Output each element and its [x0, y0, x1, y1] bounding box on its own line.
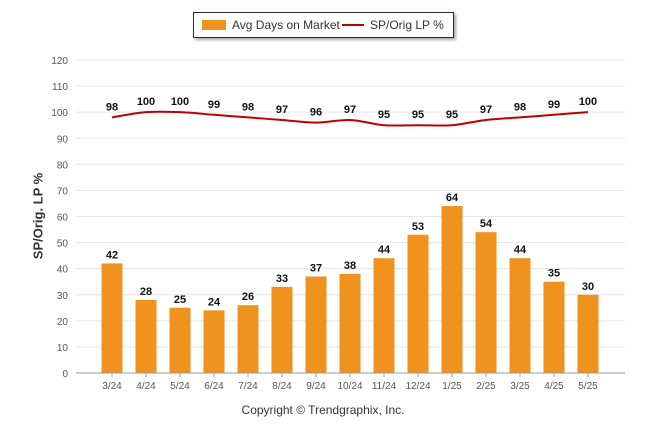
legend-bar-swatch — [202, 20, 226, 30]
x-tick-label: 4/24 — [136, 381, 156, 392]
y-tick-label: 80 — [57, 160, 69, 171]
x-tick-label: 3/24 — [102, 381, 122, 392]
x-tick-label: 2/25 — [476, 381, 496, 392]
y-tick-label: 10 — [57, 343, 69, 354]
bar-data-label: 30 — [582, 281, 594, 293]
bar — [407, 234, 429, 373]
line-data-label: 95 — [412, 109, 424, 121]
bar — [169, 307, 191, 373]
line-data-label: 97 — [344, 104, 356, 116]
line-data-label: 95 — [446, 109, 458, 121]
y-tick-label: 0 — [62, 369, 68, 380]
x-tick-label: 10/24 — [337, 381, 362, 392]
bar — [577, 294, 599, 373]
bar — [203, 310, 225, 373]
legend-item-line[interactable]: SP/Orig LP % — [342, 18, 444, 32]
bar — [271, 286, 293, 373]
line-series — [111, 110, 589, 127]
x-tick-label: 12/24 — [405, 381, 430, 392]
x-axis: 3/24 4/24 5/24 6/24 7/24 8/24 9/24 10/24 11/24 12… — [76, 372, 625, 392]
line-data-label: 100 — [137, 96, 155, 108]
bar — [475, 232, 497, 373]
x-tick-label: 9/24 — [306, 381, 326, 392]
legend-line-swatch — [342, 24, 364, 26]
bar-data-label: 33 — [276, 273, 288, 285]
bar-data-label: 38 — [344, 260, 356, 272]
bar-data-label: 64 — [446, 192, 459, 204]
y-tick-labels: 0 10 20 30 40 50 60 70 80 90 100 110 120 — [51, 56, 68, 380]
line-data-label: 100 — [579, 96, 597, 108]
x-tick-label: 1/25 — [442, 381, 462, 392]
y-tick-label: 90 — [57, 134, 69, 145]
bar-data-label: 28 — [140, 286, 152, 298]
line-data-label: 99 — [208, 99, 220, 111]
line-data-label: 96 — [310, 107, 322, 119]
bar-series — [101, 206, 599, 373]
y-tick-label: 110 — [52, 82, 68, 93]
x-tick-label: 7/24 — [238, 381, 258, 392]
bar-data-label: 44 — [514, 244, 527, 256]
bar-data-label: 37 — [310, 262, 322, 274]
bar — [237, 305, 259, 373]
y-tick-label: 100 — [51, 108, 68, 119]
bar — [441, 206, 463, 373]
bar — [339, 273, 361, 373]
bar-data-label: 35 — [548, 268, 560, 280]
line-data-label: 98 — [106, 101, 118, 113]
y-tick-label: 70 — [57, 186, 69, 197]
y-axis-label: SP/Orig. LP % — [30, 172, 46, 260]
bar — [135, 299, 157, 373]
bar — [543, 281, 565, 373]
x-tick-label: 6/24 — [204, 381, 224, 392]
legend: Avg Days on Market SP/Orig LP % — [193, 12, 454, 38]
y-tick-label: 30 — [57, 291, 69, 302]
line-data-label: 98 — [514, 101, 526, 113]
x-tick-label: 5/24 — [170, 381, 190, 392]
line-data-label: 98 — [242, 101, 254, 113]
y-tick-label: 20 — [57, 317, 69, 328]
x-tick-label: 8/24 — [272, 381, 292, 392]
line-data-label: 100 — [171, 96, 189, 108]
legend-label-line: SP/Orig LP % — [370, 18, 444, 32]
line-data-labels: 98 100 100 99 98 97 96 97 95 95 95 97 98 99 100 — [106, 96, 597, 121]
bar — [373, 258, 395, 373]
bar-data-label: 24 — [208, 296, 221, 308]
y-tick-label: 50 — [57, 239, 69, 250]
x-tick-label: 5/25 — [578, 381, 598, 392]
y-tick-label: 60 — [57, 213, 69, 224]
bar-data-label: 26 — [242, 291, 254, 303]
bar — [305, 276, 327, 373]
y-tick-label: 120 — [51, 56, 68, 67]
bar-data-label: 42 — [106, 249, 118, 261]
bar-data-label: 53 — [412, 221, 424, 233]
legend-item-bar[interactable]: Avg Days on Market — [202, 18, 340, 32]
line-data-label: 97 — [480, 104, 492, 116]
copyright-footer: Copyright © Trendgraphix, Inc. — [241, 403, 405, 417]
bar-data-label: 25 — [174, 294, 186, 306]
x-tick-label: 4/25 — [544, 381, 564, 392]
bar-data-labels: 42 28 25 24 26 33 37 38 44 53 64 54 44 35 30 — [106, 192, 594, 308]
bar-data-label: 54 — [480, 218, 493, 230]
line-data-label: 99 — [548, 99, 560, 111]
x-tick-label: 3/25 — [510, 381, 530, 392]
y-tick-label: 40 — [57, 265, 69, 276]
line-series-path — [111, 110, 589, 127]
line-data-label: 95 — [378, 109, 390, 121]
x-tick-label: 11/24 — [372, 381, 397, 392]
bar — [101, 263, 123, 373]
legend-label-bar: Avg Days on Market — [232, 18, 340, 32]
bar-data-label: 44 — [378, 244, 391, 256]
bar — [509, 258, 531, 373]
line-data-label: 97 — [276, 104, 288, 116]
